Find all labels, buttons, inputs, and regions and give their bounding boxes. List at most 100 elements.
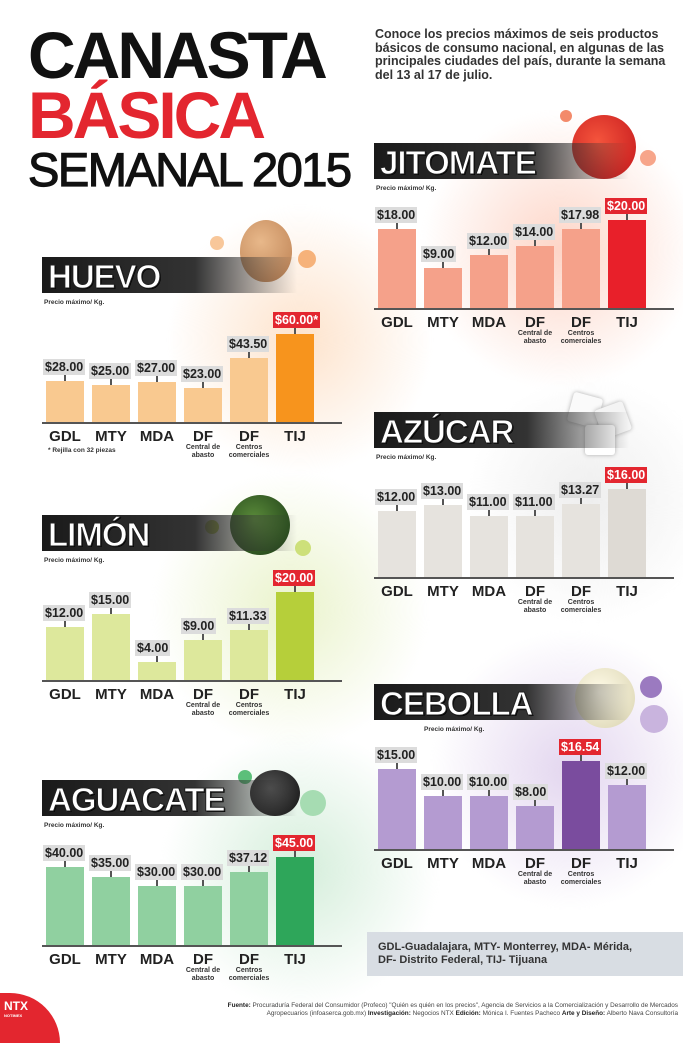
category-sublabel: Central de abasto [185,444,221,459]
value-label: $12.00 [43,605,86,621]
value-label: $4.00 [135,640,171,656]
bar-tick [488,510,490,516]
bar-tick [626,214,628,220]
category-name: GDL [381,855,413,872]
editor: Mónica I. Fuentes Pacheco [482,1010,561,1017]
bar-mty [424,796,462,849]
category-name: TIJ [616,855,638,872]
plot-area: $15.00 $10.00 $10.00 $8.00 $16.54 $12.00 [374,736,674,851]
bar-df-central [184,388,222,422]
bar-tij [276,592,314,680]
bar-df-central [184,640,222,680]
chart-title: AGUACATE [48,781,227,819]
bar-tick [488,249,490,255]
category-name: DF [239,686,259,703]
category-sublabel: Central de abasto [185,702,221,717]
bar-tick [294,851,296,857]
category-label: DF Central de abasto [178,952,228,982]
value-label: $15.00 [375,747,418,763]
category-name: MTY [427,855,459,872]
azucar-chart: AZÚCAR Precio máximo/ Kg. $12.00 $13.00 … [374,412,674,627]
decor-dot [560,110,572,122]
category-name: GDL [49,686,81,703]
category-label: DF Central de abasto [178,687,228,717]
category-sublabel: Centros comerciales [560,330,602,345]
category-label: DF Central de abasto [510,315,560,345]
category-label: DF Central de abasto [178,429,228,459]
bar-tick [396,505,398,511]
bar-tick [294,586,296,592]
value-label: $16.00 [605,467,648,483]
chart-title-banner: AZÚCAR [374,412,629,451]
category-name: GDL [381,583,413,600]
decor-dot [298,250,316,268]
limon-chart: LIMÓN Precio máximo/ Kg. $12.00 $15.00 $… [42,515,342,730]
designer: Alberto Nava Consultoría [606,1010,678,1017]
chart-title-banner: CEBOLLA [374,684,629,723]
bar-tick [202,634,204,640]
label: Fuente: [227,1002,251,1009]
bar-df-centros [230,630,268,680]
value-label: $11.00 [513,494,555,510]
plot-area: $12.00 $15.00 $4.00 $9.00 $11.33 $20.00 [42,567,342,682]
bar-tick [248,352,250,358]
category-name: DF [193,686,213,703]
bar-tick [156,656,158,662]
category-name: DF [525,314,545,331]
value-label: $25.00 [89,363,132,379]
category-name: DF [239,951,259,968]
bar-mty [424,505,462,577]
category-label: MDA [132,952,182,967]
value-label: $35.00 [89,855,132,871]
bar-tick [442,262,444,268]
bar-df-centros [562,229,600,308]
bar-gdl [378,511,416,577]
bar-tick [294,328,296,334]
footer-credits: Fuente: Procuraduría Federal del Consumi… [200,1002,678,1018]
category-name: DF [571,314,591,331]
bar-mda [470,516,508,577]
decor-dot [210,236,224,250]
bar-tick [110,871,112,877]
category-label: DF Centros comerciales [556,856,606,886]
bar-tick [248,866,250,872]
chart-title: JITOMATE [380,144,538,182]
value-label: $9.00 [421,246,457,262]
huevo-chart: HUEVO Precio máximo/ Kg. $28.00 $25.00 $… [42,257,342,472]
bar-df-central [516,806,554,849]
value-label: $10.00 [421,774,464,790]
bar-mda [138,382,176,422]
bar-tick [248,624,250,630]
category-name: TIJ [284,951,306,968]
plot-area: $18.00 $9.00 $12.00 $14.00 $17.98 $20.00 [374,195,674,310]
category-name: TIJ [284,428,306,445]
bar-tick [580,755,582,761]
category-name: DF [571,855,591,872]
decor-dot [640,705,668,733]
category-label: MDA [464,315,514,330]
bar-tick [156,376,158,382]
category-name: MDA [471,583,507,600]
bar-tick [442,499,444,505]
category-name: DF [525,583,545,600]
bar-tick [64,861,66,867]
bar-tij [608,785,646,849]
bar-gdl [46,627,84,680]
category-name: DF [193,428,213,445]
bar-tick [110,379,112,385]
category-label: DF Central de abasto [510,584,560,614]
decor-dot [295,540,311,556]
chart-title: AZÚCAR [379,413,514,451]
bar-tij [276,334,314,422]
bar-df-centros [562,761,600,849]
value-label: $20.00 [605,198,648,214]
chart-title-banner: LIMÓN [42,515,297,554]
category-label: DF Centros comerciales [224,687,274,717]
legend-line: DF- Distrito Federal, TIJ- Tijuana [378,954,548,966]
label: Edición: [455,1010,481,1017]
unit-label: Precio máximo/ Kg. [44,299,105,306]
value-label: $9.00 [181,618,217,634]
category-label: MDA [132,429,182,444]
unit-label: Precio máximo/ Kg. [44,557,105,564]
category-label: DF Centros comerciales [224,429,274,459]
